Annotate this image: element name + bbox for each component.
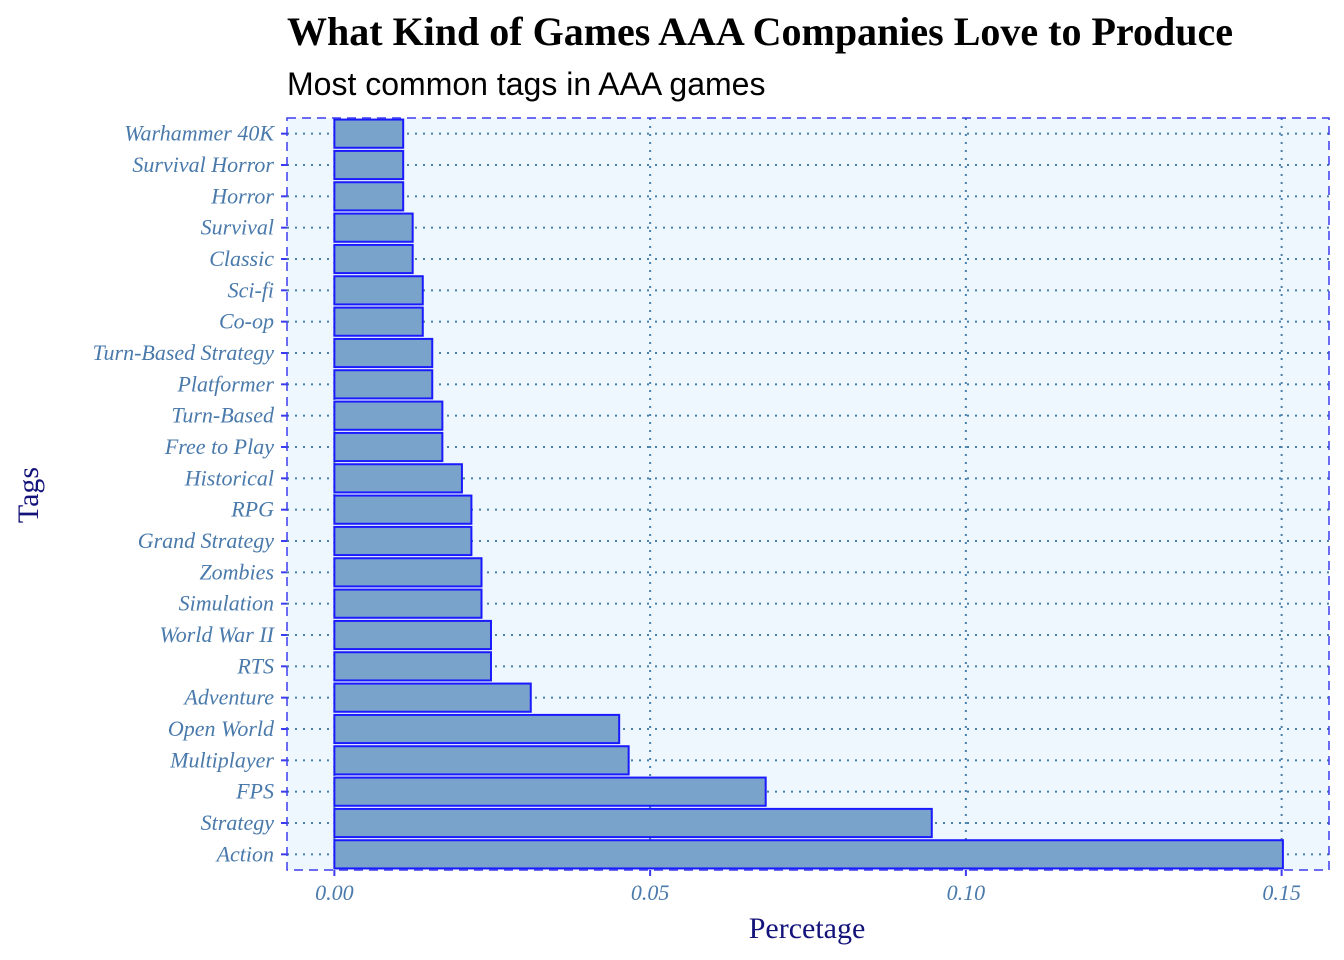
bar-zombies (333, 557, 483, 588)
bar-grand-strategy (333, 525, 473, 557)
bar-co-op (333, 306, 424, 337)
plot-background (287, 118, 1329, 870)
bar-strategy (333, 807, 933, 839)
bar-historical (333, 463, 463, 494)
bar-multiplayer (333, 745, 630, 776)
bar-rpg (333, 494, 473, 525)
y-tick-label: Co-op (219, 309, 274, 334)
bar-open-world (333, 713, 621, 745)
y-tick-label: Zombies (199, 559, 274, 584)
y-tick-label: Turn-Based (171, 403, 275, 428)
bar-action (333, 839, 1284, 870)
y-tick-label: Classic (209, 246, 274, 271)
y-tick-label: Adventure (182, 685, 274, 710)
y-tick-label: World War II (159, 622, 275, 647)
bar-adventure (333, 682, 532, 713)
y-tick-label: Open World (168, 716, 275, 741)
y-tick-label: FPS (235, 779, 274, 804)
y-tick-label: Multiplayer (169, 747, 274, 772)
bar-classic (333, 243, 414, 275)
y-tick-label: Strategy (201, 810, 275, 835)
bar-survival (333, 212, 414, 243)
bar-free-to-play (333, 431, 444, 463)
y-tick-label: Historical (184, 465, 274, 490)
x-tick-label: 0.00 (315, 880, 354, 905)
y-tick-label: Action (215, 841, 274, 866)
y-tick-label: Warhammer 40K (124, 121, 275, 146)
x-axis-title: Percetage (749, 912, 866, 945)
bar-simulation (333, 588, 483, 619)
bar-turn-based-strategy (333, 337, 434, 369)
y-axis-title: Tags (12, 467, 45, 523)
y-tick-label: RTS (236, 653, 274, 678)
chart-subtitle: Most common tags in AAA games (287, 66, 765, 102)
bar-rts (333, 651, 492, 682)
chart-title: What Kind of Games AAA Companies Love to… (287, 9, 1233, 54)
plot-border (286, 117, 1330, 871)
y-tick-label: Horror (210, 183, 274, 208)
y-tick-label: Free to Play (164, 434, 274, 459)
x-tick-label: 0.10 (947, 880, 986, 905)
plot-area: Action Strategy FPS Multiplayer Open World Ad… (93, 117, 1330, 905)
bar-platformer (333, 369, 434, 400)
x-tick-label: 0.05 (631, 880, 670, 905)
bar-world-war-ii (333, 619, 492, 651)
y-tick-label: Sci-fi (228, 277, 274, 302)
bar-turn-based (333, 400, 444, 431)
y-tick-label: Survival (201, 215, 274, 240)
x-tick-label: 0.15 (1262, 880, 1301, 905)
bar-warhammer-40k (333, 118, 405, 149)
y-tick-label: RPG (230, 497, 274, 522)
y-tick-label: Turn-Based Strategy (93, 340, 275, 365)
bar-sci-fi (333, 275, 424, 306)
bar-survival-horror (333, 149, 405, 181)
y-tick-label: Grand Strategy (138, 528, 275, 553)
bar-horror (333, 181, 405, 212)
y-tick-label: Survival Horror (132, 152, 274, 177)
y-tick-label: Simulation (179, 591, 274, 616)
y-tick-label: Platformer (176, 371, 274, 396)
bar-fps (333, 776, 767, 807)
